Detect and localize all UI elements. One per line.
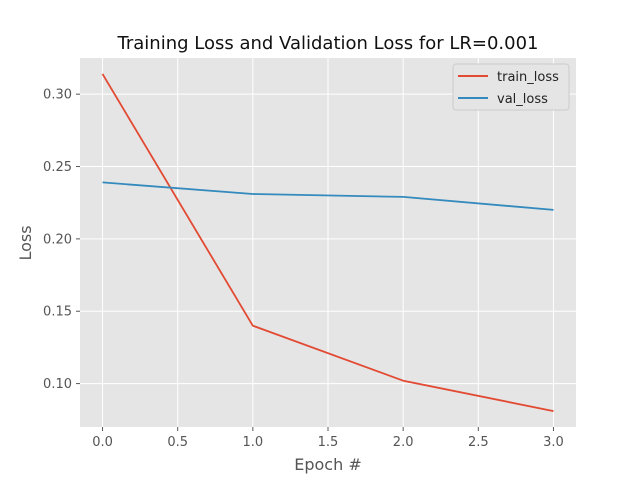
legend-label-val-loss: val_loss bbox=[497, 92, 548, 107]
legend: train_loss val_loss bbox=[452, 63, 570, 111]
y-tick-label: 0.30 bbox=[43, 88, 72, 103]
x-tick-label: 2.0 bbox=[393, 435, 414, 450]
y-tick-label: 0.20 bbox=[43, 232, 72, 247]
x-axis-label: Epoch # bbox=[294, 455, 361, 474]
y-tick-label: 0.10 bbox=[43, 377, 72, 392]
y-ticks: 0.10 0.15 0.20 0.25 0.30 bbox=[43, 88, 80, 392]
x-tick-label: 3.0 bbox=[543, 435, 564, 450]
grid bbox=[80, 58, 576, 427]
x-tick-label: 0.0 bbox=[92, 435, 113, 450]
x-tick-label: 1.5 bbox=[318, 435, 339, 450]
legend-label-train-loss: train_loss bbox=[497, 70, 559, 85]
chart-title: Training Loss and Validation Loss for LR… bbox=[117, 33, 539, 54]
x-tick-label: 1.0 bbox=[243, 435, 264, 450]
x-tick-label: 2.5 bbox=[468, 435, 489, 450]
y-axis-label: Loss bbox=[16, 225, 35, 260]
series-line-val-loss bbox=[102, 181, 554, 211]
x-ticks: 0.0 0.5 1.0 1.5 2.0 2.5 3.0 bbox=[92, 427, 564, 450]
y-tick-label: 0.15 bbox=[43, 305, 72, 320]
series-line-train-loss bbox=[101, 73, 554, 412]
series-lines bbox=[101, 73, 554, 412]
x-tick-label: 0.5 bbox=[167, 435, 188, 450]
y-tick-label: 0.25 bbox=[43, 160, 72, 175]
